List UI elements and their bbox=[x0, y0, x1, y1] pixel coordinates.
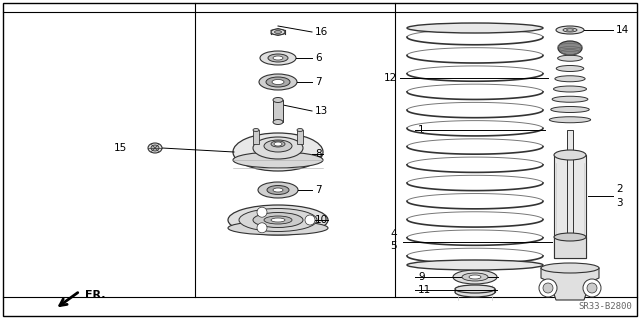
Bar bbox=[253, 130, 259, 144]
Ellipse shape bbox=[407, 260, 543, 270]
Circle shape bbox=[257, 223, 267, 233]
Text: 8: 8 bbox=[315, 149, 322, 159]
Text: 6: 6 bbox=[315, 53, 322, 63]
Ellipse shape bbox=[555, 76, 585, 82]
Circle shape bbox=[543, 283, 553, 293]
Ellipse shape bbox=[557, 55, 582, 61]
Ellipse shape bbox=[228, 205, 328, 235]
Ellipse shape bbox=[407, 23, 543, 33]
Bar bbox=[554, 237, 586, 258]
Ellipse shape bbox=[469, 275, 481, 279]
Ellipse shape bbox=[233, 152, 323, 168]
Ellipse shape bbox=[559, 45, 581, 51]
Text: 15: 15 bbox=[114, 143, 127, 153]
Ellipse shape bbox=[239, 209, 317, 232]
Ellipse shape bbox=[253, 129, 259, 131]
Text: SR33-B2800: SR33-B2800 bbox=[579, 302, 632, 311]
Text: 14: 14 bbox=[616, 25, 629, 35]
Ellipse shape bbox=[556, 26, 584, 34]
Text: 10: 10 bbox=[315, 215, 328, 225]
Ellipse shape bbox=[541, 263, 599, 273]
Ellipse shape bbox=[453, 270, 497, 284]
Ellipse shape bbox=[148, 143, 162, 153]
Ellipse shape bbox=[556, 65, 584, 71]
Ellipse shape bbox=[563, 28, 577, 32]
Ellipse shape bbox=[558, 41, 582, 55]
Ellipse shape bbox=[554, 233, 586, 241]
Ellipse shape bbox=[274, 142, 282, 146]
Circle shape bbox=[583, 279, 601, 297]
Text: 1: 1 bbox=[418, 125, 424, 135]
Text: 12: 12 bbox=[384, 73, 397, 83]
Text: 7: 7 bbox=[315, 185, 322, 195]
Bar bbox=[554, 155, 586, 258]
Ellipse shape bbox=[273, 188, 283, 192]
Ellipse shape bbox=[253, 212, 303, 227]
Ellipse shape bbox=[554, 86, 586, 92]
Text: 13: 13 bbox=[315, 106, 328, 116]
Polygon shape bbox=[541, 268, 599, 300]
Ellipse shape bbox=[264, 216, 292, 224]
Ellipse shape bbox=[554, 150, 586, 160]
Ellipse shape bbox=[233, 133, 323, 171]
Ellipse shape bbox=[549, 117, 591, 123]
Ellipse shape bbox=[462, 273, 488, 281]
Bar bbox=[567, 130, 573, 245]
Text: 4: 4 bbox=[390, 229, 397, 239]
Text: 5: 5 bbox=[390, 241, 397, 251]
Text: 9: 9 bbox=[418, 272, 424, 282]
Ellipse shape bbox=[271, 218, 285, 222]
Ellipse shape bbox=[258, 182, 298, 198]
Ellipse shape bbox=[271, 141, 285, 147]
Ellipse shape bbox=[253, 137, 303, 159]
Ellipse shape bbox=[272, 79, 284, 85]
Text: 3: 3 bbox=[616, 198, 623, 208]
Bar bbox=[455, 289, 495, 292]
Ellipse shape bbox=[455, 287, 495, 297]
Ellipse shape bbox=[151, 145, 159, 151]
Text: 2: 2 bbox=[616, 184, 623, 194]
Circle shape bbox=[305, 215, 315, 225]
Circle shape bbox=[257, 207, 267, 217]
Text: FR.: FR. bbox=[85, 290, 106, 300]
Bar bbox=[297, 130, 303, 144]
Ellipse shape bbox=[566, 29, 573, 31]
Ellipse shape bbox=[266, 77, 290, 87]
Ellipse shape bbox=[273, 98, 283, 102]
Ellipse shape bbox=[259, 74, 297, 90]
Bar bbox=[273, 100, 283, 122]
Text: 7: 7 bbox=[315, 77, 322, 87]
Text: 16: 16 bbox=[315, 27, 328, 37]
Ellipse shape bbox=[267, 186, 289, 195]
Ellipse shape bbox=[275, 31, 282, 33]
Ellipse shape bbox=[273, 56, 283, 60]
Circle shape bbox=[539, 279, 557, 297]
Ellipse shape bbox=[552, 96, 588, 102]
Circle shape bbox=[587, 283, 597, 293]
Ellipse shape bbox=[268, 54, 288, 62]
Ellipse shape bbox=[228, 221, 328, 235]
Ellipse shape bbox=[271, 29, 285, 35]
Ellipse shape bbox=[297, 129, 303, 131]
Text: 11: 11 bbox=[418, 285, 431, 295]
Ellipse shape bbox=[273, 120, 283, 124]
Ellipse shape bbox=[455, 285, 495, 293]
Ellipse shape bbox=[551, 107, 589, 113]
Ellipse shape bbox=[264, 140, 292, 152]
Ellipse shape bbox=[260, 51, 296, 65]
